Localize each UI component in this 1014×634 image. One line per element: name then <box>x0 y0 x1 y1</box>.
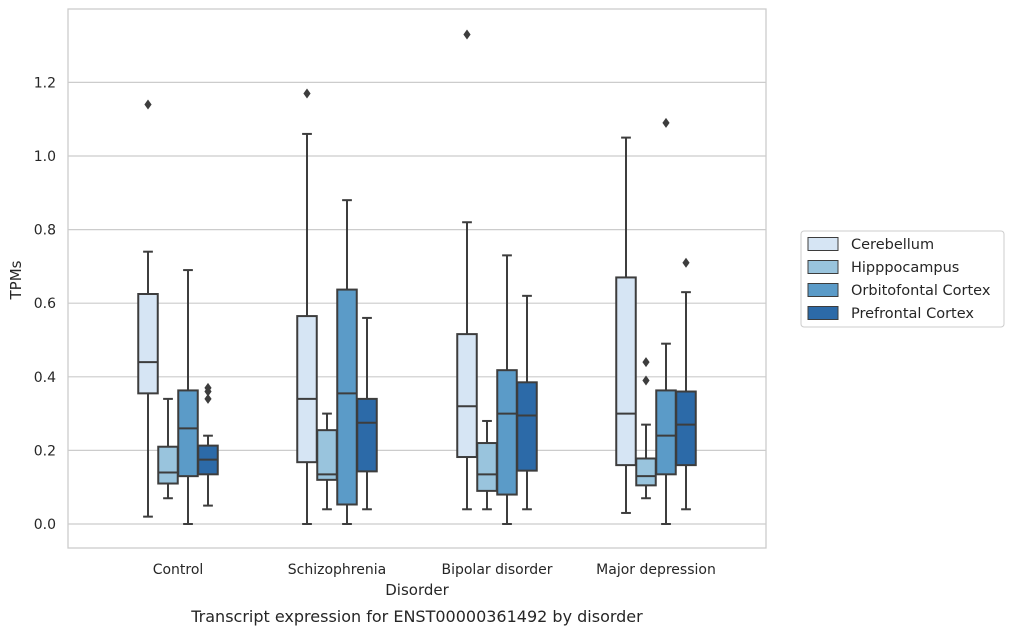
x-tick-label: Major depression <box>596 562 716 578</box>
box-group <box>336 199 358 525</box>
y-tick-label: 0.8 <box>34 223 56 239</box>
box <box>476 442 498 492</box>
y-tick-label: 0.4 <box>34 370 56 386</box>
figure-caption: Transcript expression for ENST0000036149… <box>190 607 643 626</box>
box <box>496 369 518 496</box>
box <box>316 429 338 481</box>
x-tick-labels: Control Schizophrenia Bipolar disorder Majo… <box>153 562 716 578</box>
y-tick-label: 1.0 <box>34 149 56 165</box>
y-tick-labels: 0.0 0.2 0.4 0.6 0.8 1.0 1.2 <box>34 75 56 533</box>
legend-label: Orbitofontal Cortex <box>851 283 991 299</box>
legend-swatch <box>807 237 839 251</box>
outlier-marker <box>144 99 152 110</box>
box-group <box>675 257 697 511</box>
legend-label: Hipppocampus <box>851 260 959 276</box>
legend-label: Prefrontal Cortex <box>851 306 974 322</box>
box <box>157 445 179 485</box>
box-group <box>615 136 637 514</box>
x-tick-label: Bipolar disorder <box>441 562 552 578</box>
box-group <box>456 29 478 511</box>
x-tick-label: Schizophrenia <box>288 562 386 578</box>
legend-swatch <box>807 260 839 274</box>
x-tick-label: Control <box>153 562 204 578</box>
box <box>296 315 318 464</box>
box <box>635 457 657 487</box>
outlier-marker <box>642 375 650 386</box>
legend-swatch <box>807 283 839 297</box>
box <box>137 293 159 395</box>
y-tick-label: 0.0 <box>34 517 56 533</box>
legend-frame <box>800 230 1005 328</box>
box <box>336 288 358 506</box>
legend: Cerebellum Hipppocampus Orbitofontal Corte… <box>800 230 1005 328</box>
box <box>456 333 478 459</box>
box-group <box>177 269 199 525</box>
outlier-marker <box>662 117 670 128</box>
box-group <box>197 382 219 507</box>
box-groups <box>137 29 697 525</box>
outlier-marker <box>463 29 471 40</box>
y-tick-label: 0.6 <box>34 296 56 312</box>
box <box>655 389 677 476</box>
box-group <box>476 419 498 511</box>
box-group <box>157 397 179 500</box>
outlier-marker <box>204 382 212 393</box>
y-tick-label: 1.2 <box>34 75 56 91</box>
y-axis-label: TPMs <box>7 260 25 300</box>
plot-frame <box>67 8 767 549</box>
legend-label: Cerebellum <box>851 237 934 253</box>
outlier-marker <box>642 357 650 368</box>
x-axis-label: Disorder <box>385 581 449 599</box>
box-group <box>356 316 378 511</box>
box <box>356 397 378 473</box>
legend-swatch <box>807 306 839 320</box>
y-tick-label: 0.2 <box>34 443 56 459</box>
box-group <box>296 88 318 525</box>
box-group <box>516 294 538 511</box>
box <box>615 276 637 467</box>
box <box>177 389 199 478</box>
outlier-marker <box>682 257 690 268</box>
box <box>516 381 538 472</box>
box-group <box>137 99 159 518</box>
outlier-marker <box>204 393 212 404</box>
box <box>675 390 697 467</box>
outlier-marker <box>303 88 311 99</box>
